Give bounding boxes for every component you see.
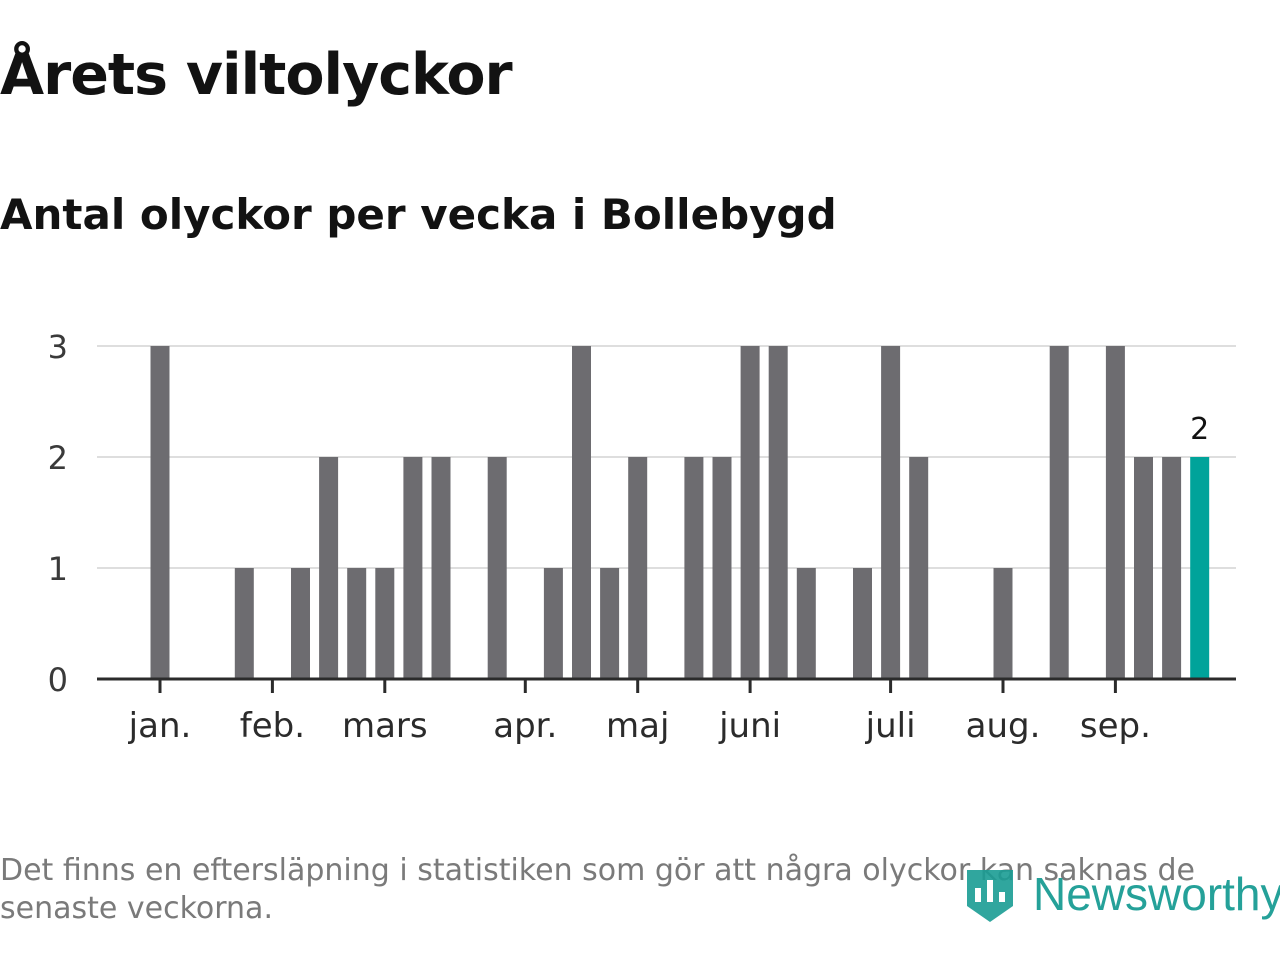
data-label: 2 — [1190, 412, 1209, 447]
bar — [150, 346, 170, 679]
x-tick-label: maj — [606, 706, 669, 746]
bar — [1049, 346, 1069, 679]
bars — [150, 346, 1210, 679]
bar — [993, 568, 1013, 679]
x-tick-label: sep. — [1080, 706, 1151, 746]
y-tick-label: 1 — [48, 550, 68, 588]
x-tick-label: feb. — [240, 706, 305, 746]
bar — [403, 457, 423, 679]
bar-chart: 0 1 2 3 2 jan. feb. mars apr. maj juni juli aug. se… — [48, 328, 1236, 746]
x-tick-label: juni — [718, 706, 781, 746]
y-axis-ticks: 0 1 2 3 — [48, 328, 68, 699]
x-axis: jan. feb. mars apr. maj juni juli aug. sep. — [97, 677, 1236, 746]
bar — [740, 346, 760, 679]
bar — [1105, 346, 1125, 679]
bar — [319, 457, 339, 679]
data-labels: 2 — [1190, 412, 1209, 447]
bar — [684, 457, 704, 679]
bar — [909, 457, 929, 679]
x-tick-label: mars — [342, 706, 428, 746]
bar — [796, 568, 816, 679]
bar — [375, 568, 395, 679]
x-tick-label: jan. — [128, 706, 192, 746]
bar — [291, 568, 310, 679]
bar — [600, 568, 620, 679]
bar — [487, 457, 507, 679]
bar — [572, 346, 591, 679]
bar-highlight — [1190, 457, 1210, 679]
newsworthy-logo-icon — [967, 870, 1013, 922]
chart-title: Årets viltolyckor — [0, 42, 513, 108]
bar — [1162, 457, 1182, 679]
grid-lines — [97, 345, 1236, 569]
bar — [881, 346, 901, 679]
x-tick-label: juli — [865, 706, 916, 746]
bar — [1134, 457, 1153, 679]
bar — [431, 457, 451, 679]
newsworthy-logo-text: Newsworthy — [1033, 868, 1280, 920]
x-tick-label: aug. — [966, 706, 1041, 746]
bar — [234, 568, 254, 679]
bar — [853, 568, 872, 679]
newsworthy-logo: Newsworthy — [963, 862, 1280, 926]
bar — [768, 346, 788, 679]
chart-subtitle: Antal olyckor per vecka i Bollebygd — [0, 190, 837, 239]
x-tick-label: apr. — [493, 706, 557, 746]
bar — [543, 568, 563, 679]
y-tick-label: 3 — [48, 328, 68, 366]
bar — [347, 568, 367, 679]
y-tick-label: 0 — [48, 661, 68, 699]
bar — [628, 457, 648, 679]
bar — [712, 457, 732, 679]
y-tick-label: 2 — [48, 439, 68, 477]
